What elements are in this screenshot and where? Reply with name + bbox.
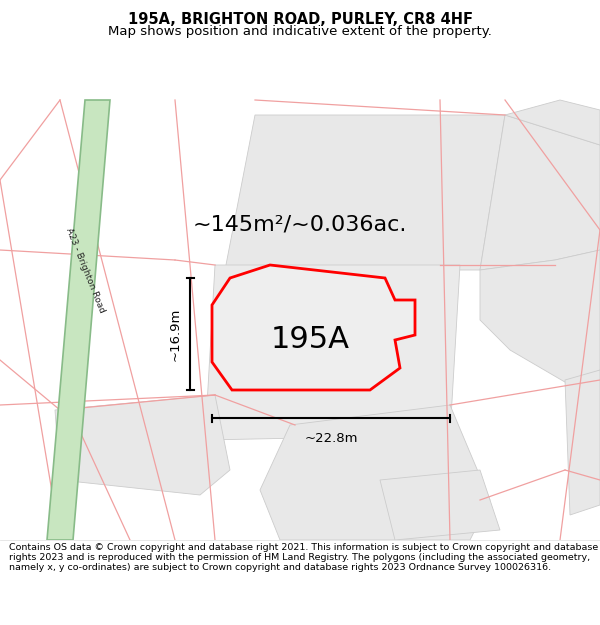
Polygon shape [205, 265, 460, 440]
Text: 195A: 195A [271, 326, 349, 354]
Polygon shape [55, 395, 230, 495]
Polygon shape [380, 470, 500, 540]
Text: ~16.9m: ~16.9m [169, 308, 182, 361]
Text: A23 - Brighton Road: A23 - Brighton Road [64, 226, 106, 314]
Polygon shape [505, 100, 600, 145]
Text: ~22.8m: ~22.8m [304, 432, 358, 445]
Polygon shape [225, 115, 505, 270]
Polygon shape [260, 405, 490, 540]
Text: ~145m²/~0.036ac.: ~145m²/~0.036ac. [193, 215, 407, 235]
Polygon shape [212, 265, 415, 390]
Text: Map shows position and indicative extent of the property.: Map shows position and indicative extent… [108, 24, 492, 38]
Text: 195A, BRIGHTON ROAD, PURLEY, CR8 4HF: 195A, BRIGHTON ROAD, PURLEY, CR8 4HF [128, 12, 473, 28]
Polygon shape [480, 250, 600, 385]
Polygon shape [565, 370, 600, 515]
Text: Contains OS data © Crown copyright and database right 2021. This information is : Contains OS data © Crown copyright and d… [9, 542, 598, 572]
Polygon shape [47, 100, 110, 540]
Polygon shape [480, 115, 600, 270]
